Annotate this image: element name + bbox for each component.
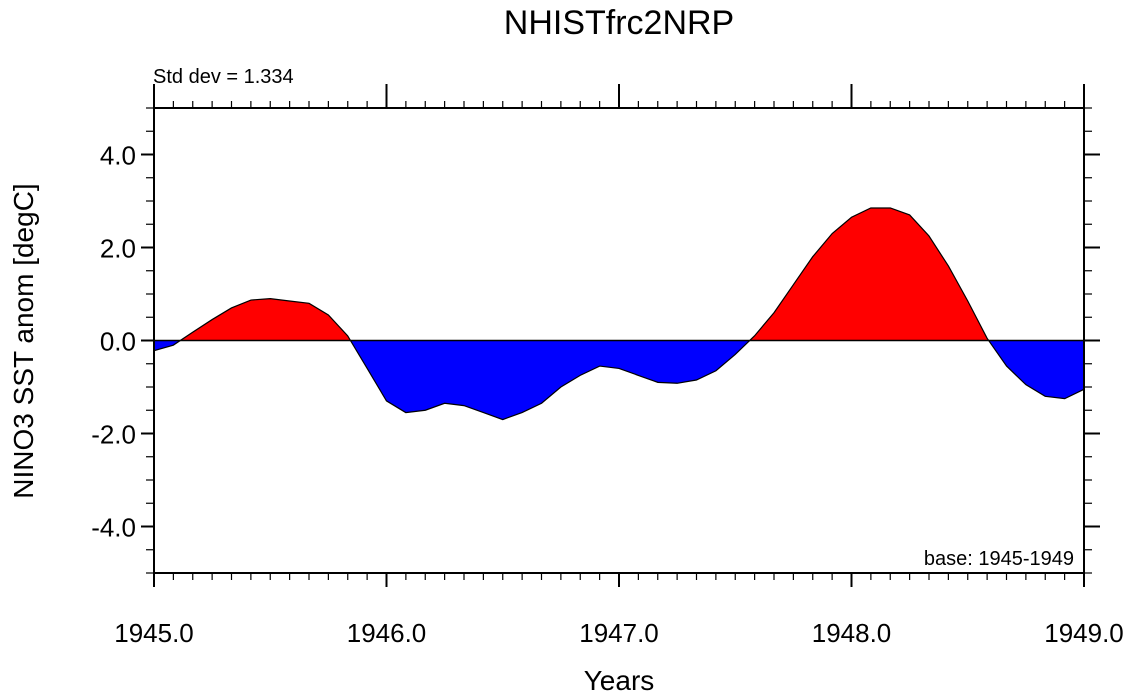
negative-anomaly-area-2 — [350, 340, 750, 420]
plot-area: 1945.0 1946.0 1947.0 1948.0 1949.0 -4.0 -2.0 0.… — [91, 84, 1124, 648]
negative-anomaly-area-4 — [988, 340, 1084, 399]
series-line — [153, 207, 1085, 421]
x-tick-label: 1945.0 — [114, 618, 194, 648]
std-dev-note: Std dev = 1.334 — [153, 66, 294, 88]
x-tick-label: 1948.0 — [812, 618, 892, 648]
y-tick-label: -2.0 — [91, 420, 136, 450]
chart-title: NHISTfrc2NRP — [504, 4, 734, 42]
y-tick-label: -4.0 — [91, 513, 136, 543]
x-tick-label: 1946.0 — [347, 618, 427, 648]
y-tick-label: 2.0 — [100, 234, 136, 264]
positive-anomaly-area-3 — [749, 207, 989, 341]
y-axis-label: NINO3 SST anom [degC] — [8, 183, 39, 498]
positive-anomaly-area-1 — [180, 298, 351, 341]
x-tick-label: 1949.0 — [1044, 618, 1124, 648]
x-axis-label: Years — [584, 665, 655, 696]
negative-anomaly-area-0 — [154, 340, 181, 351]
x-tick-label: 1947.0 — [579, 618, 659, 648]
y-tick-label: 4.0 — [100, 141, 136, 171]
y-tick-label: 0.0 — [100, 327, 136, 357]
base-period-note: base: 1945-1949 — [924, 548, 1074, 570]
